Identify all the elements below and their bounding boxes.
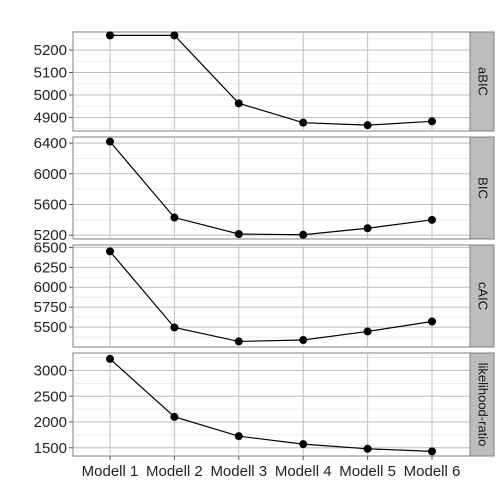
y-tick-label: 5100	[34, 65, 67, 82]
data-point	[363, 444, 372, 453]
data-point	[299, 335, 308, 344]
facet-panel-2: 5500 5750 6000 6250 6500 cAIC	[34, 239, 495, 348]
data-point	[106, 354, 114, 363]
data-point	[363, 224, 372, 233]
x-tick-label: Modell 3	[210, 463, 267, 480]
x-tick-label: Modell 1	[82, 463, 139, 480]
series-line	[109, 141, 433, 236]
facet-strip-label: cAIC	[476, 282, 491, 310]
data-point	[363, 121, 372, 130]
y-tick-label: 5000	[34, 87, 67, 104]
y-tick-label: 2000	[34, 414, 67, 431]
data-point	[170, 412, 179, 421]
facet-strip-label: BIC	[476, 177, 491, 199]
data-point	[428, 215, 436, 224]
x-tick-label: Modell 6	[404, 463, 461, 480]
y-tick-label: 6000	[34, 166, 67, 183]
y-tick-label: 5600	[34, 196, 67, 213]
series-line	[110, 34, 433, 126]
data-point	[299, 440, 308, 449]
data-point	[106, 247, 114, 256]
data-point	[234, 99, 243, 108]
facet-panel-3: 1500 2000 2500 3000 likelihood-ratio	[34, 352, 495, 457]
data-point	[428, 117, 436, 126]
x-tick-label: Modell 4	[275, 463, 332, 480]
y-tick-label: 5200	[34, 42, 67, 59]
data-point	[234, 230, 243, 239]
y-tick-label: 5750	[34, 299, 67, 316]
facet-panel-1: 5200 5600 6000 6400 BIC	[34, 135, 495, 244]
y-tick-label: 6000	[34, 279, 67, 296]
facet-strip	[469, 31, 495, 132]
panel-background	[72, 244, 471, 348]
series-line	[109, 358, 433, 452]
y-tick-label: 6500	[34, 239, 67, 256]
data-point	[170, 213, 179, 222]
data-point	[234, 337, 243, 346]
facet-strip	[469, 352, 495, 457]
data-point	[428, 447, 436, 456]
data-point	[170, 323, 179, 332]
series-line	[109, 250, 433, 343]
facet-strip-label: aBIC	[476, 67, 491, 96]
y-tick-label: 4900	[34, 110, 67, 127]
data-point	[299, 118, 308, 127]
x-tick-label: Modell 5	[339, 463, 396, 480]
panel-background	[72, 136, 471, 240]
data-point	[428, 317, 436, 326]
y-tick-label: 6400	[34, 135, 67, 152]
data-point	[234, 432, 243, 441]
data-point	[363, 327, 372, 336]
facet-strip-label: likelihood-ratio	[476, 363, 491, 447]
data-point	[106, 31, 114, 40]
y-tick-label: 6250	[34, 259, 67, 276]
y-tick-label: 1500	[34, 440, 67, 457]
y-tick-label: 2500	[34, 388, 67, 405]
y-tick-label: 3000	[34, 363, 67, 380]
data-point	[106, 137, 114, 146]
panel-background	[72, 31, 471, 132]
y-tick-label: 5200	[34, 227, 67, 244]
data-point	[170, 31, 179, 40]
facet-panel-0: 4900 5000 5100 5200 aBIC	[34, 31, 495, 132]
data-point	[299, 230, 308, 239]
x-tick-label: Modell 2	[146, 463, 203, 480]
y-tick-label: 5500	[34, 319, 67, 336]
facet-strip	[469, 136, 495, 240]
facet-strip	[469, 244, 495, 348]
